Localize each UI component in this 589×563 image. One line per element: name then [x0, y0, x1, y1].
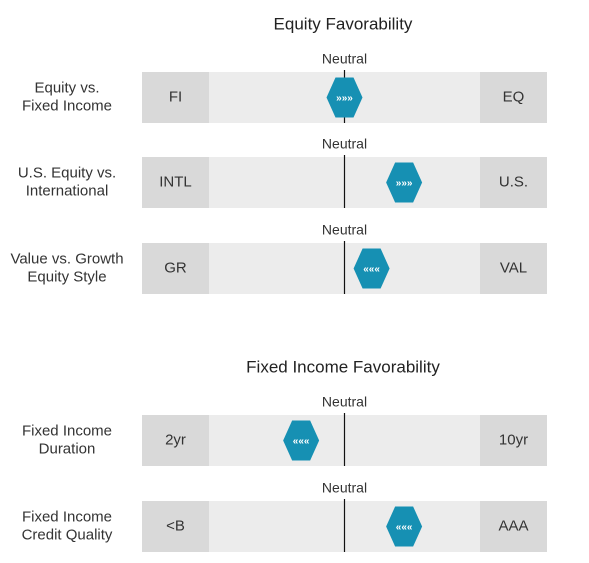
indicator-arrows: ««« [293, 436, 310, 447]
right-label: EQ [503, 88, 525, 105]
right-label: 10yr [499, 431, 528, 448]
indicator: »»» [386, 162, 423, 203]
right-box [480, 415, 547, 466]
left-box [142, 243, 209, 294]
indicator-hexagon [386, 162, 423, 203]
left-label: <B [166, 517, 185, 534]
left-box [142, 157, 209, 208]
row-label: Value vs. Growth [10, 250, 123, 267]
indicator: ««« [353, 248, 390, 289]
row-label: Equity Style [27, 268, 106, 285]
indicator-hexagon [326, 77, 363, 118]
row-label: Fixed Income [22, 422, 112, 439]
indicator: ««« [386, 506, 423, 547]
row-label: Fixed Income [22, 508, 112, 525]
right-label: U.S. [499, 173, 528, 190]
right-box [480, 501, 547, 552]
right-box [480, 72, 547, 123]
row-label: Credit Quality [22, 526, 113, 543]
left-label: INTL [159, 173, 192, 190]
right-box [480, 243, 547, 294]
right-box [480, 157, 547, 208]
row-label: Fixed Income [22, 97, 112, 114]
section-title: Fixed Income Favorability [246, 357, 440, 376]
right-label: VAL [500, 259, 527, 276]
left-label: GR [164, 259, 187, 276]
left-label: 2yr [165, 431, 186, 448]
left-box [142, 501, 209, 552]
left-label: FI [169, 88, 182, 105]
indicator-hexagon [386, 506, 423, 547]
right-label: AAA [498, 517, 528, 534]
indicator-arrows: ««« [363, 264, 380, 275]
row-label: U.S. Equity vs. [18, 164, 116, 181]
indicator-hexagon [283, 420, 320, 461]
row-label: Duration [39, 440, 96, 457]
row-label: International [26, 182, 109, 199]
neutral-label: Neutral [322, 136, 367, 152]
neutral-label: Neutral [322, 222, 367, 238]
indicator-arrows: »»» [396, 178, 413, 189]
section-title: Equity Favorability [274, 14, 413, 33]
row-label: Equity vs. [34, 79, 99, 96]
indicator: ««« [283, 420, 320, 461]
neutral-label: Neutral [322, 480, 367, 496]
neutral-label: Neutral [322, 51, 367, 67]
indicator: »»» [326, 77, 363, 118]
indicator-hexagon [353, 248, 390, 289]
indicator-arrows: ««« [396, 522, 413, 533]
neutral-label: Neutral [322, 394, 367, 410]
left-box [142, 415, 209, 466]
indicator-arrows: »»» [336, 93, 353, 104]
left-box [142, 72, 209, 123]
